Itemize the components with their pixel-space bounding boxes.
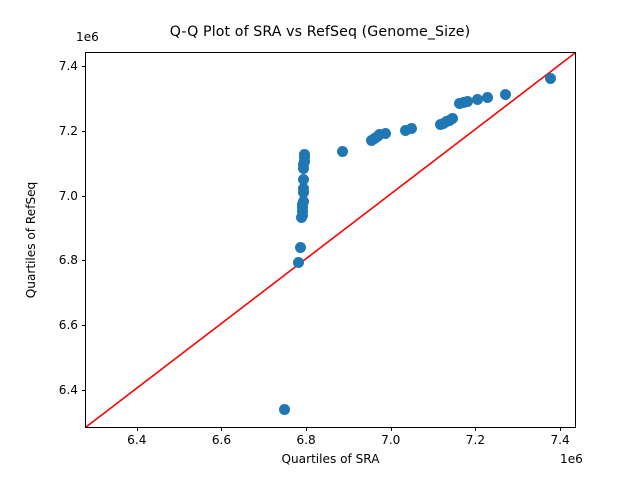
y-tick-mark bbox=[82, 260, 86, 262]
x-axis-label: Quartiles of SRA bbox=[281, 452, 380, 466]
x-tick-mark bbox=[475, 427, 477, 431]
scatter-point bbox=[447, 112, 459, 124]
x-tick-label: 7.2 bbox=[465, 433, 486, 447]
plot-axes: 6.4 6.6 6.8 7.0 7.2 7.4 6.4 6.6 6.8 7.0 7.2 7.4 bbox=[59, 52, 576, 447]
scatter-point bbox=[380, 127, 392, 139]
x-tick-mark bbox=[306, 427, 308, 431]
scatter-point bbox=[336, 146, 348, 158]
x-axis-offset-text: 1e6 bbox=[560, 452, 583, 466]
x-tick-mark bbox=[221, 427, 223, 431]
scatter-point bbox=[500, 89, 512, 101]
plot-surface bbox=[86, 53, 575, 427]
x-tick-label: 6.4 bbox=[127, 433, 147, 447]
x-tick-mark bbox=[136, 427, 138, 431]
y-tick-mark bbox=[82, 325, 86, 327]
x-tick-label: 7.0 bbox=[381, 433, 401, 447]
y-tick-label: 7.0 bbox=[58, 188, 78, 203]
scatter-point bbox=[298, 183, 310, 195]
scatter-point bbox=[299, 148, 311, 160]
scatter-point bbox=[462, 96, 474, 108]
y-axis-label: Quartiles of RefSeq bbox=[24, 181, 38, 299]
scatter-point bbox=[481, 91, 493, 103]
y-tick-mark bbox=[82, 195, 86, 197]
y-tick-label: 6.8 bbox=[58, 253, 78, 268]
y-tick-label: 6.6 bbox=[58, 318, 78, 333]
scatter-point bbox=[374, 128, 386, 140]
chart-title: Q-Q Plot of SRA vs RefSeq (Genome_Size) bbox=[169, 24, 471, 40]
scatter-point bbox=[545, 72, 557, 84]
x-tick-mark bbox=[560, 427, 562, 431]
scatter-point bbox=[279, 404, 291, 416]
y-tick-mark bbox=[82, 130, 86, 132]
scatter-point bbox=[405, 123, 417, 135]
scatter-point bbox=[298, 173, 310, 185]
x-tick-label: 6.8 bbox=[296, 433, 316, 447]
y-axis-offset-text: 1e6 bbox=[76, 30, 99, 44]
y-tick-label: 7.2 bbox=[58, 123, 78, 138]
y-tick-mark bbox=[82, 390, 86, 392]
x-tick-mark bbox=[390, 427, 392, 431]
x-tick-label: 7.4 bbox=[550, 433, 570, 447]
y-tick-label: 6.4 bbox=[58, 383, 78, 398]
y-tick-mark bbox=[82, 65, 86, 67]
x-tick-label: 6.6 bbox=[211, 433, 232, 447]
scatter-point bbox=[293, 257, 305, 269]
scatter-point bbox=[400, 124, 412, 136]
scatter-point bbox=[295, 241, 307, 253]
scatter-point bbox=[472, 93, 484, 105]
y-tick-label: 7.4 bbox=[58, 58, 78, 73]
reference-line bbox=[86, 53, 575, 427]
scatter-point bbox=[297, 195, 309, 207]
